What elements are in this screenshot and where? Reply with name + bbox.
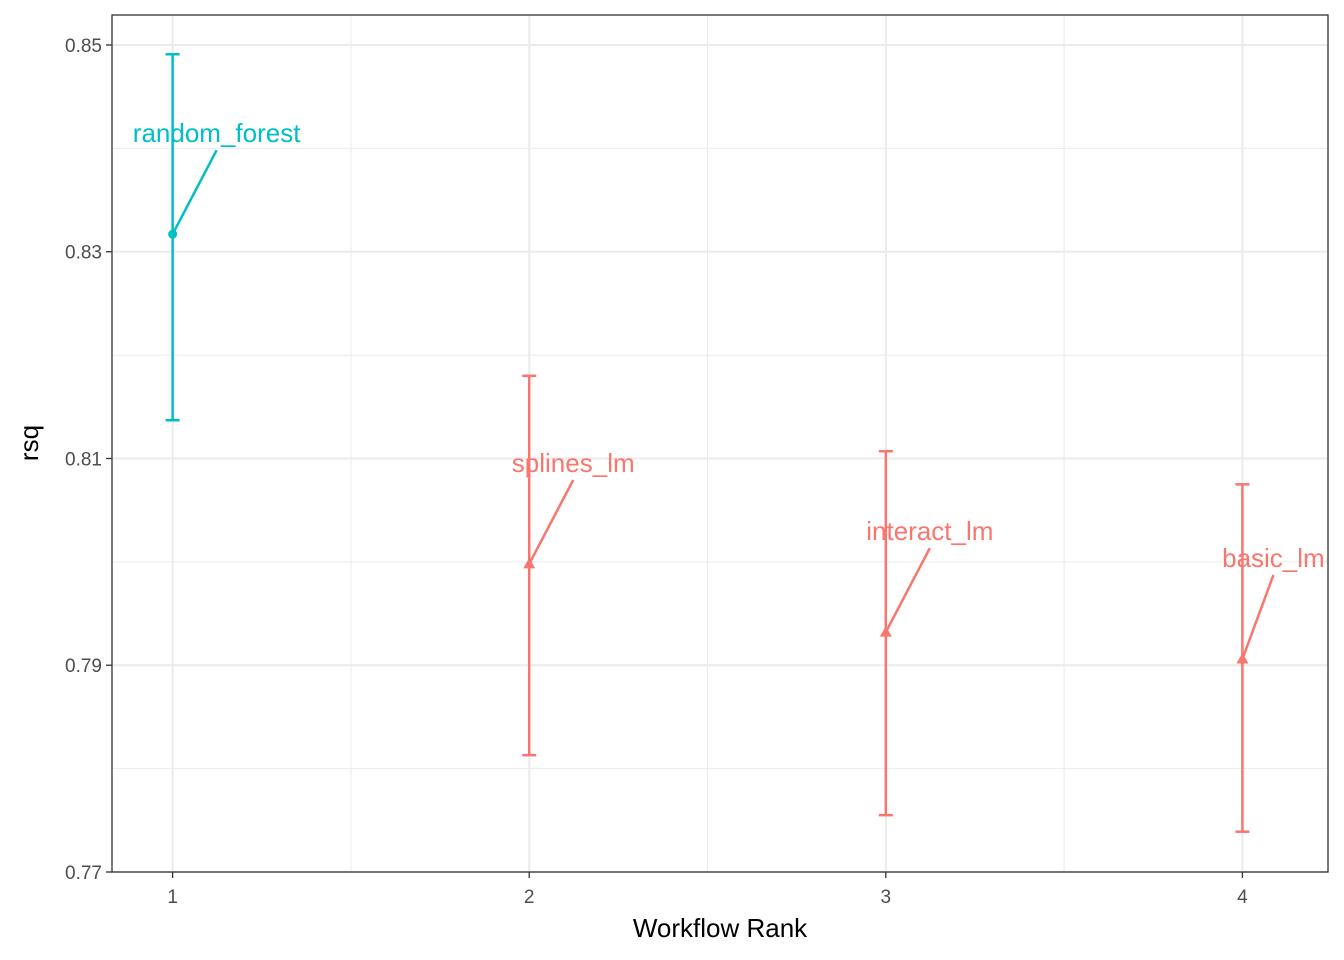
point-label-random_forest: random_forest [133, 118, 301, 148]
y-tick-label: 0.85 [65, 36, 102, 57]
axes: 0.77 0.79 0.81 0.83 0.85 1 2 3 4 [65, 36, 1248, 908]
plot-border [111, 14, 1329, 873]
plot-panel [112, 15, 1328, 872]
point-label-interact_lm: interact_lm [866, 516, 993, 546]
x-tick-label: 3 [881, 887, 892, 908]
x-tick-label: 2 [524, 887, 535, 908]
y-tick-label: 0.77 [65, 863, 102, 884]
y-axis-title: rsq [14, 425, 44, 461]
y-tick-label: 0.81 [65, 449, 102, 470]
label-leader-splines_lm [528, 479, 575, 565]
x-axis-title: Workflow Rank [633, 913, 808, 943]
y-tick-label: 0.79 [65, 656, 102, 677]
x-tick-label: 4 [1237, 887, 1248, 908]
marks: random_forest splines_lm interact_lm basic_… [133, 53, 1325, 833]
x-tick-label: 1 [167, 887, 178, 908]
label-leader-basic_lm [1241, 574, 1275, 660]
label-leader-random_forest [171, 149, 218, 235]
label-leader-interact_lm [884, 547, 931, 633]
point-label-splines_lm: splines_lm [512, 448, 635, 478]
point-label-basic_lm: basic_lm [1222, 543, 1325, 573]
y-tick-label: 0.83 [65, 243, 102, 264]
